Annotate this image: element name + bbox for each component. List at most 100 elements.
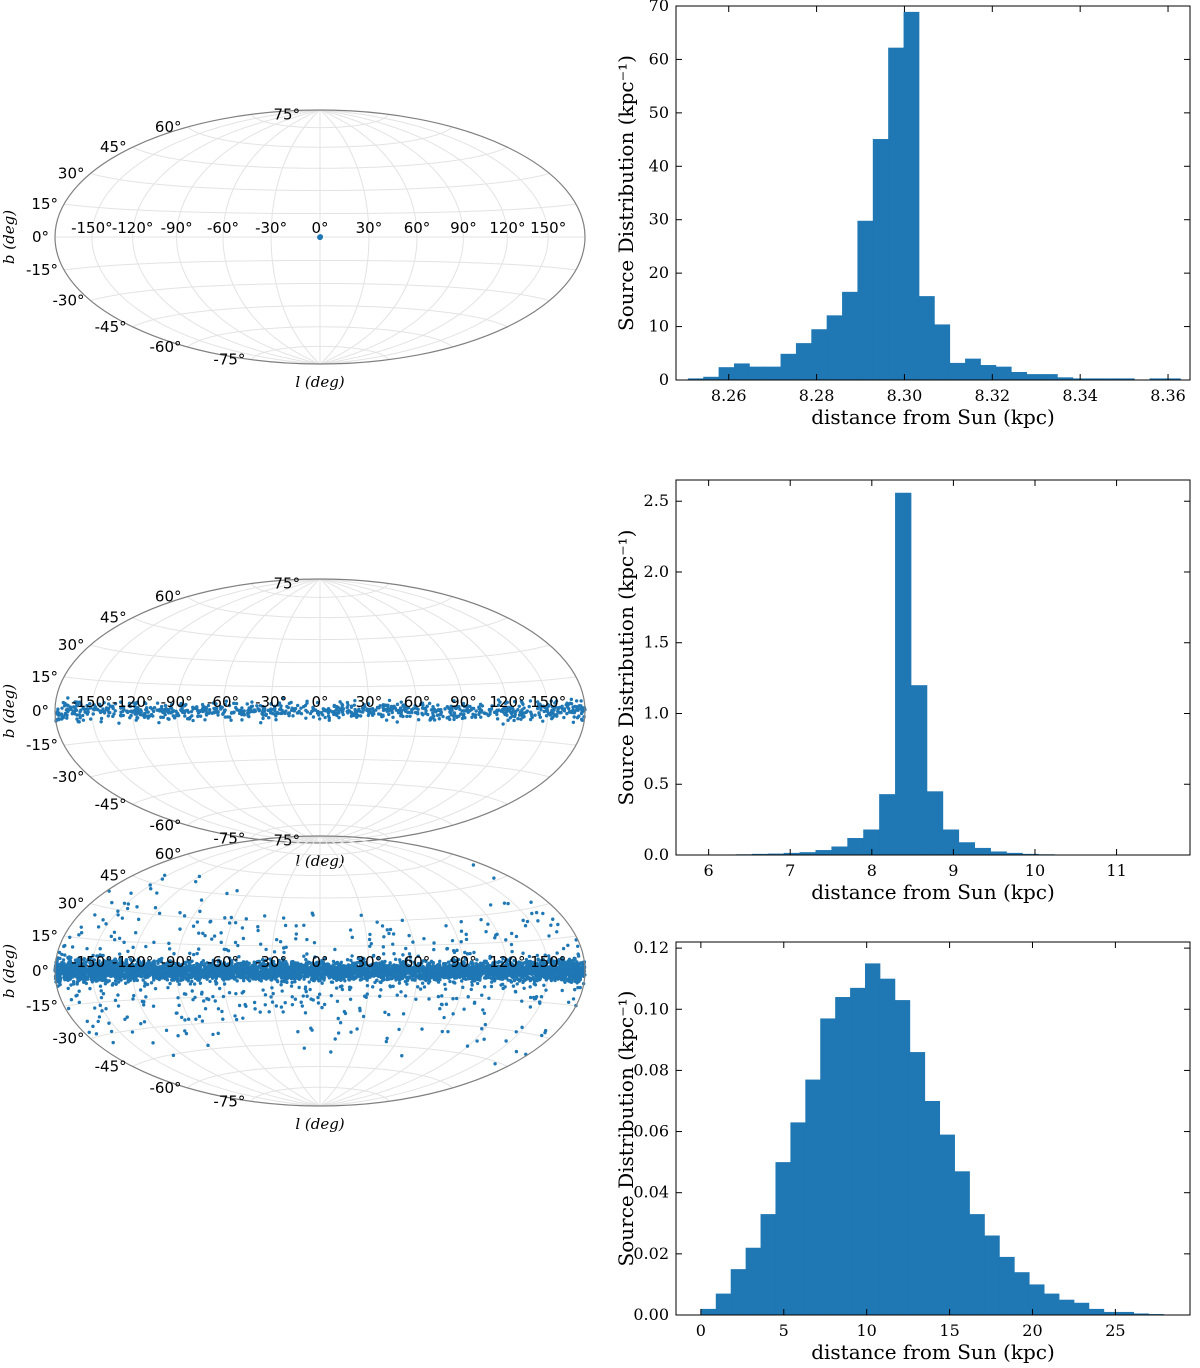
data-point bbox=[327, 716, 332, 720]
histogram-bar bbox=[888, 47, 904, 381]
data-point bbox=[367, 937, 372, 942]
data-point bbox=[160, 877, 165, 881]
data-point bbox=[546, 954, 551, 958]
data-point bbox=[240, 718, 244, 722]
data-point bbox=[551, 917, 555, 921]
data-point bbox=[479, 715, 483, 719]
data-point bbox=[470, 715, 474, 720]
data-point bbox=[259, 720, 263, 725]
data-point bbox=[386, 706, 390, 710]
data-point bbox=[287, 701, 292, 706]
data-point bbox=[197, 931, 201, 935]
data-point bbox=[94, 1032, 99, 1036]
data-point bbox=[352, 703, 357, 707]
data-point bbox=[577, 714, 581, 718]
data-point bbox=[366, 702, 371, 706]
data-point bbox=[280, 989, 284, 993]
data-point bbox=[438, 959, 442, 964]
data-point bbox=[162, 873, 167, 878]
data-point bbox=[553, 701, 557, 705]
data-point bbox=[235, 888, 239, 893]
data-point bbox=[118, 713, 123, 718]
data-point bbox=[546, 702, 550, 707]
histogram-bar bbox=[799, 852, 816, 855]
histogram-bar bbox=[857, 220, 874, 380]
histogram-bar bbox=[895, 492, 912, 855]
latitude-tick-label: 60° bbox=[155, 118, 182, 136]
data-point bbox=[436, 703, 440, 707]
data-point bbox=[519, 717, 523, 721]
data-point bbox=[348, 928, 353, 932]
data-point bbox=[338, 1020, 343, 1025]
longitude-tick-label: 0° bbox=[311, 693, 328, 711]
data-point bbox=[311, 913, 315, 917]
histogram-bar bbox=[815, 850, 832, 855]
data-point bbox=[408, 714, 412, 718]
data-point bbox=[79, 708, 83, 712]
data-point bbox=[268, 707, 273, 711]
data-point bbox=[521, 951, 525, 955]
latitude-tick-label: -45° bbox=[95, 318, 127, 336]
x-tick-label: 9 bbox=[948, 861, 958, 880]
data-point bbox=[565, 711, 569, 716]
histogram-bar bbox=[1011, 371, 1027, 380]
histogram-bar bbox=[749, 366, 766, 380]
data-point bbox=[451, 948, 456, 953]
data-point bbox=[514, 1049, 519, 1054]
data-point bbox=[332, 703, 337, 708]
data-point bbox=[170, 706, 174, 711]
data-point bbox=[113, 998, 118, 1003]
data-point bbox=[454, 706, 459, 710]
data-point bbox=[75, 702, 80, 707]
longitude-tick-label: -150° bbox=[71, 693, 113, 711]
data-point bbox=[454, 996, 459, 1001]
latitude-tick-label: -60° bbox=[150, 816, 182, 834]
data-point bbox=[521, 980, 525, 985]
x-axis-label: distance from Sun (kpc) bbox=[811, 880, 1055, 904]
latitude-tick-label: 30° bbox=[58, 636, 85, 654]
data-point bbox=[509, 980, 514, 984]
data-point bbox=[315, 700, 320, 705]
data-point bbox=[335, 705, 339, 709]
data-point bbox=[360, 977, 364, 981]
data-point bbox=[525, 919, 530, 924]
data-point bbox=[77, 989, 81, 993]
data-point bbox=[99, 716, 104, 721]
data-point bbox=[165, 709, 169, 713]
parallel-line bbox=[250, 583, 390, 598]
data-point bbox=[111, 704, 115, 708]
data-point bbox=[506, 901, 510, 906]
data-point bbox=[302, 923, 306, 927]
data-point bbox=[517, 704, 521, 708]
data-point bbox=[576, 985, 580, 990]
data-point bbox=[416, 954, 421, 958]
data-point bbox=[492, 710, 497, 715]
data-point bbox=[56, 717, 61, 721]
data-point bbox=[69, 983, 73, 987]
data-point bbox=[172, 709, 176, 713]
histogram-bar bbox=[718, 367, 735, 380]
data-point bbox=[536, 919, 540, 923]
histogram-bar bbox=[811, 329, 828, 380]
data-point bbox=[234, 701, 239, 706]
data-point bbox=[462, 704, 467, 709]
data-point bbox=[522, 706, 526, 710]
latitude-tick-label: 60° bbox=[155, 588, 182, 606]
data-point bbox=[348, 997, 353, 1001]
data-point bbox=[188, 951, 192, 956]
data-point bbox=[550, 708, 554, 713]
data-point bbox=[151, 1041, 155, 1045]
data-point bbox=[416, 718, 421, 722]
data-point bbox=[335, 999, 340, 1003]
parallel-line bbox=[63, 259, 577, 271]
data-point bbox=[336, 1016, 340, 1021]
data-point bbox=[293, 997, 298, 1001]
data-point bbox=[347, 709, 352, 713]
data-point bbox=[381, 714, 385, 718]
histogram-bar bbox=[842, 291, 858, 380]
data-point bbox=[125, 906, 130, 911]
longitude-tick-label: 90° bbox=[450, 693, 477, 711]
data-point bbox=[405, 982, 409, 986]
longitude-tick-label: 60° bbox=[404, 693, 431, 711]
